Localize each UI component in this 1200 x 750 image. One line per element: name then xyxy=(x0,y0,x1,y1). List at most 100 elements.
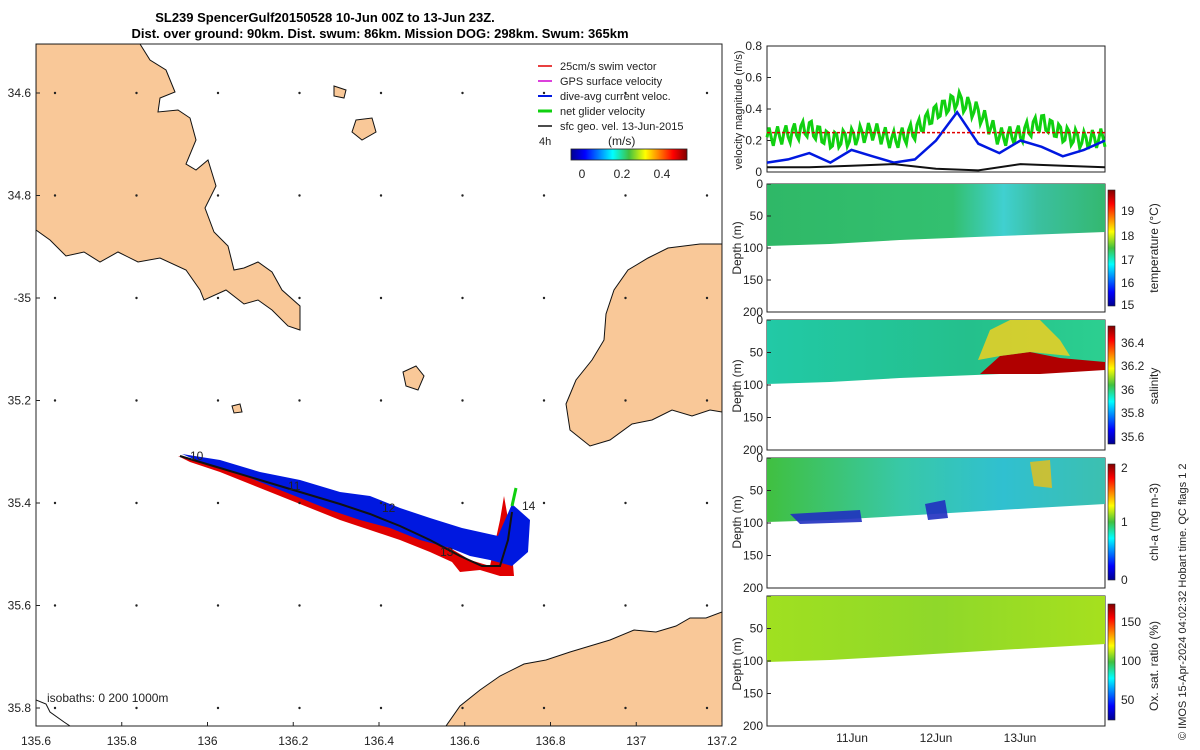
depth-tick: 100 xyxy=(743,241,763,255)
map-lon-tick: 136 xyxy=(197,734,217,748)
coast-bottom-left xyxy=(36,699,71,726)
vector-dot xyxy=(216,604,220,607)
depth-tick: 50 xyxy=(750,209,764,223)
map-lon-tick: 136.4 xyxy=(364,734,394,748)
map-lon-tick: 136.8 xyxy=(535,734,565,748)
vector-dot xyxy=(53,604,57,607)
day-label-14: 14 xyxy=(522,499,536,513)
vector-dot xyxy=(298,194,301,197)
track-glider-black xyxy=(179,455,513,567)
depth-tick: 0 xyxy=(756,177,763,191)
land-eyre-peninsula xyxy=(36,44,301,331)
vector-dot xyxy=(216,501,220,505)
land-island-1 xyxy=(351,117,377,141)
depth-tick: 50 xyxy=(750,484,764,498)
oxygen-field xyxy=(767,596,1105,662)
temperature-cb-tick-1: 16 xyxy=(1121,276,1135,290)
vector-dot xyxy=(461,706,464,710)
temperature-cb-tick-3: 18 xyxy=(1121,229,1135,243)
land-island-3 xyxy=(231,403,243,414)
vector-dot xyxy=(624,91,627,95)
chla-ylabel: Depth (m) xyxy=(730,495,744,548)
vector-dot xyxy=(298,604,301,607)
vector-dot xyxy=(461,501,464,505)
map-lat-tick: -35 xyxy=(14,291,32,305)
velocity-series xyxy=(765,86,1107,172)
vector-dot xyxy=(705,399,709,402)
vector-dot xyxy=(298,399,301,402)
colorbar-tick-2: 0.4 xyxy=(654,167,671,181)
map-lat-tick: 34.8 xyxy=(8,189,32,203)
day-label-10: 10 xyxy=(190,449,204,463)
salinity-cb-tick-3: 36.2 xyxy=(1121,359,1145,373)
vector-dot xyxy=(379,501,383,505)
vector-dot xyxy=(461,604,464,607)
map-lat-tick: 35.8 xyxy=(8,701,32,715)
chla-cb-label: chl-a (mg m-3) xyxy=(1147,483,1161,561)
temperature-cb-tick-0: 15 xyxy=(1121,298,1135,312)
depth-tick: 200 xyxy=(743,581,763,595)
vector-dot-grid xyxy=(53,91,709,710)
land-island-2 xyxy=(402,365,425,391)
vector-dot xyxy=(53,399,57,402)
temperature-panel: Depth (m) 15 16 17 18 19 temperature (°C… xyxy=(730,183,1161,313)
vector-dot xyxy=(542,501,546,505)
colorbar-tick-1: 0.2 xyxy=(614,167,631,181)
svg-text:net glider velocity: net glider velocity xyxy=(560,106,645,118)
salinity-panel: Depth (m) 35.6 35.8 36 36.2 36.4 salinit… xyxy=(730,319,1161,451)
vector-dot xyxy=(379,399,383,402)
xlabel-12jun: 12Jun xyxy=(920,731,953,745)
depth-tick: 200 xyxy=(743,719,763,733)
map-lat-ticks: 34.6 34.8 -35 35.2 35.4 35.6 35.8 xyxy=(8,86,40,715)
vector-dot xyxy=(135,296,138,300)
isobaths-note: isobaths: 0 200 1000m xyxy=(47,691,168,705)
salinity-front xyxy=(978,320,1070,360)
vector-dot xyxy=(216,296,220,300)
chla-surface-patch xyxy=(1030,460,1052,488)
vector-dot xyxy=(542,194,546,197)
oxygen-cb-tick-1: 100 xyxy=(1121,654,1141,668)
map-lat-tick: 35.4 xyxy=(8,496,32,510)
vector-dot xyxy=(379,194,383,197)
svg-text:GPS surface velocity: GPS surface velocity xyxy=(560,76,663,88)
series-net-glider-line xyxy=(765,86,1107,154)
legend-item-swim: 25cm/s swim vector xyxy=(538,61,657,73)
salinity-cb-label: salinity xyxy=(1147,368,1161,405)
vector-dot xyxy=(379,296,383,300)
depth-tick: 50 xyxy=(750,346,764,360)
vector-dot xyxy=(624,194,627,197)
temperature-ylabel: Depth (m) xyxy=(730,221,744,274)
salinity-cb-tick-2: 36 xyxy=(1121,383,1135,397)
vector-dot xyxy=(216,194,220,197)
vector-dot xyxy=(53,296,57,300)
velocity-yticks: 0 0.2 0.4 0.6 0.8 xyxy=(745,39,771,179)
oxygen-panel: Depth (m) 50 100 150 Ox. sat. ratio (%) … xyxy=(730,595,1161,745)
velocity-ytick: 0.6 xyxy=(745,71,762,85)
vector-dot xyxy=(379,706,383,710)
vector-dot xyxy=(705,296,709,300)
vector-dot xyxy=(135,91,138,95)
vector-dot xyxy=(705,706,709,710)
vector-dot xyxy=(135,194,138,197)
vector-dot xyxy=(53,91,57,95)
map-lon-ticks: 135.6 135.8 136 136.2 136.4 136.6 136.8 137 137.… xyxy=(21,722,737,748)
oxygen-ylabel: Depth (m) xyxy=(730,637,744,690)
vector-dot xyxy=(705,604,709,607)
track-net-green xyxy=(510,487,518,507)
depth-tick: 200 xyxy=(743,443,763,457)
svg-text:sfc geo. vel. 13-Jun-2015: sfc geo. vel. 13-Jun-2015 xyxy=(560,121,684,133)
map-lon-tick: 135.6 xyxy=(21,734,51,748)
vector-dot xyxy=(135,501,138,505)
vector-dot xyxy=(624,501,627,505)
depth-tick: 150 xyxy=(743,273,763,287)
salinity-high-core xyxy=(980,352,1105,374)
series-dive-avg-current-veloc--line xyxy=(766,110,1106,165)
oxygen-cb-tick-0: 50 xyxy=(1121,693,1135,707)
depth-tick: 150 xyxy=(743,411,763,425)
depth-tick: 150 xyxy=(743,549,763,563)
vector-dot xyxy=(298,501,301,505)
land-kangaroo-island xyxy=(445,611,722,726)
vector-dot xyxy=(624,706,627,710)
salinity-cb-tick-4: 36.4 xyxy=(1121,336,1145,350)
chla-deep-low-2 xyxy=(925,500,948,520)
